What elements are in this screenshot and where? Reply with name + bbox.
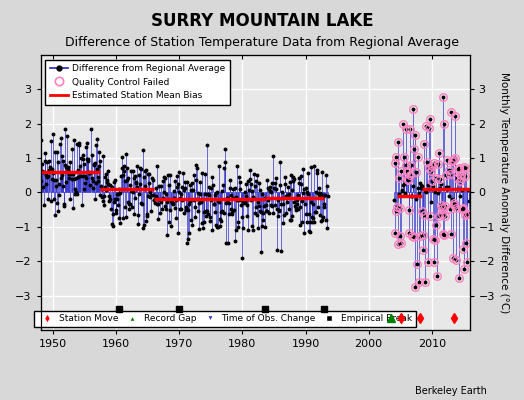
Y-axis label: Monthly Temperature Anomaly Difference (°C): Monthly Temperature Anomaly Difference (…	[499, 72, 509, 313]
Text: SURRY MOUNTAIN LAKE: SURRY MOUNTAIN LAKE	[151, 12, 373, 30]
Text: Berkeley Earth: Berkeley Earth	[416, 386, 487, 396]
Text: Difference of Station Temperature Data from Regional Average: Difference of Station Temperature Data f…	[65, 36, 459, 49]
Legend: Station Move, Record Gap, Time of Obs. Change, Empirical Break: Station Move, Record Gap, Time of Obs. C…	[35, 311, 416, 327]
